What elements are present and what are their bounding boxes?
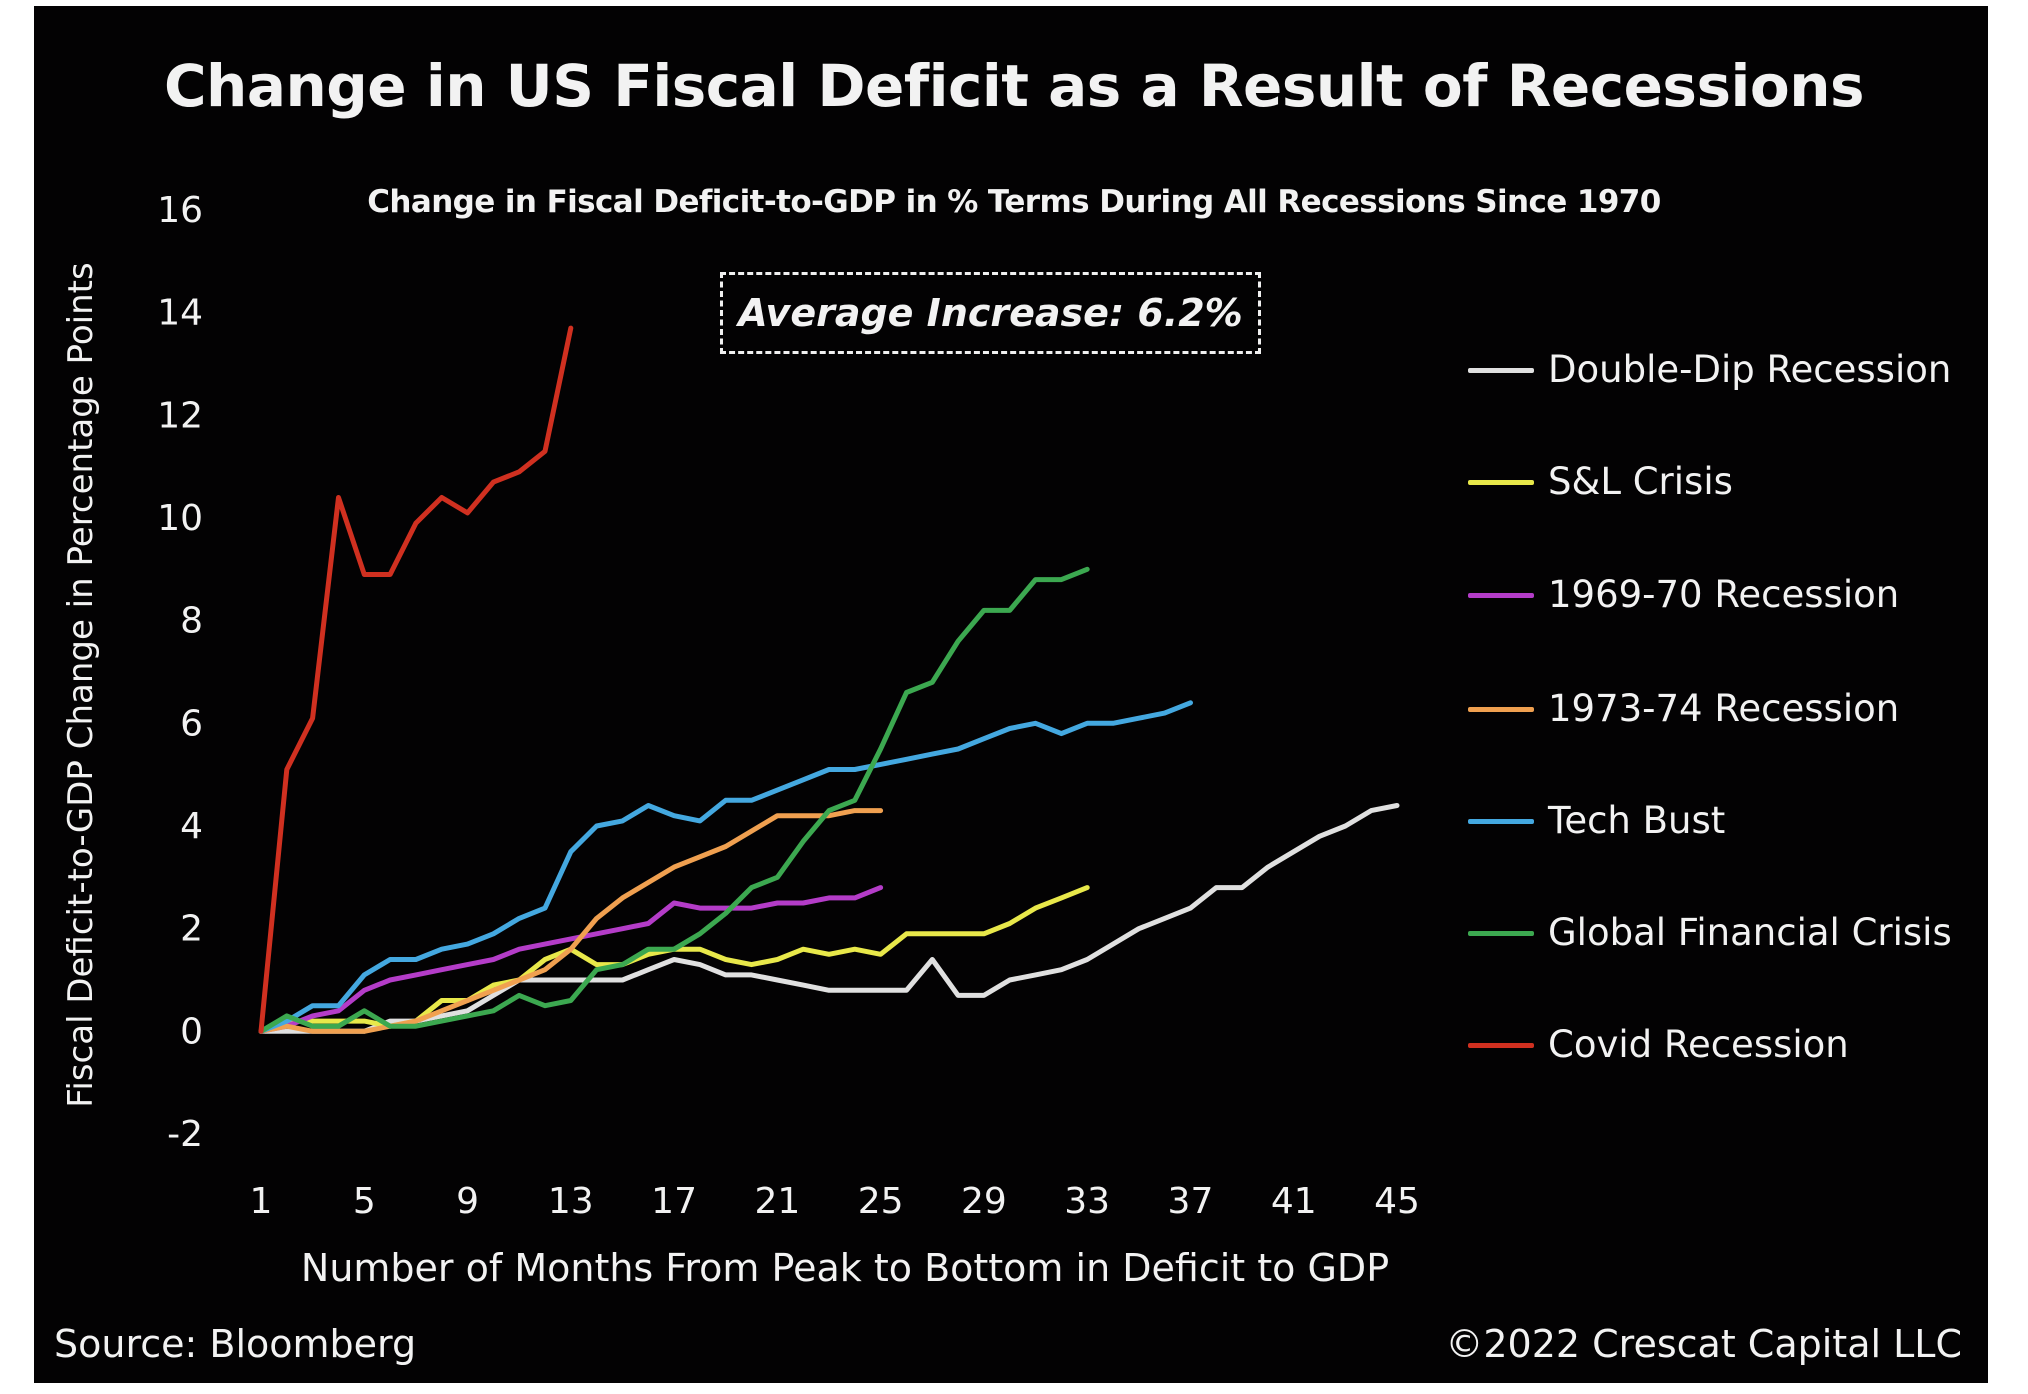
series-line-1969-70-recession [258, 885, 884, 1034]
y-axis-label: Fiscal Deficit-to-GDP Change in Percenta… [61, 262, 101, 1108]
x-tick-label: 25 [858, 1181, 904, 1222]
legend-label: Tech Bust [1548, 799, 1726, 842]
legend-label: Covid Recession [1548, 1023, 1849, 1066]
legend-swatch [1468, 707, 1534, 712]
legend-swatch [1468, 1043, 1534, 1048]
x-axis-label: Number of Months From Peak to Bottom in … [300, 1246, 1390, 1290]
series-line-global-financial-crisis [258, 566, 1090, 1034]
y-tick-label: 2 [180, 909, 203, 950]
chart-title: Change in US Fiscal Deficit as a Result … [163, 52, 1865, 120]
y-tick-label: 4 [180, 806, 203, 847]
series-line-covid-recession [258, 325, 574, 1034]
series-lines [258, 325, 1400, 1034]
x-tick-label: 9 [456, 1181, 479, 1222]
legend-swatch [1468, 593, 1534, 598]
x-tick-label: 33 [1064, 1181, 1110, 1222]
legend-label: 1969-70 Recession [1548, 573, 1900, 616]
legend-label: Double-Dip Recession [1548, 348, 1952, 391]
legend-swatch [1468, 368, 1534, 373]
legend-swatch [1468, 480, 1534, 485]
legend-label: Global Financial Crisis [1548, 911, 1952, 954]
source-note: Source: Bloomberg [54, 1322, 417, 1366]
y-tick-label: 8 [180, 601, 203, 642]
series-line-tech-bust [258, 700, 1193, 1034]
x-tick-label: 13 [548, 1181, 594, 1222]
x-tick-label: 45 [1374, 1181, 1420, 1222]
x-tick-label: 37 [1168, 1181, 1214, 1222]
x-tick-label: 41 [1271, 1181, 1317, 1222]
series-line-double-dip-recession [258, 803, 1400, 1034]
legend-label: S&L Crisis [1548, 460, 1733, 503]
average-increase-label: Average Increase: 6.2% [738, 291, 1243, 335]
average-increase-box: Average Increase: 6.2% [720, 272, 1261, 354]
y-tick-label: 0 [180, 1011, 203, 1052]
y-tick-label: 14 [157, 293, 203, 334]
chart-subtitle: Change in Fiscal Deficit-to-GDP in % Ter… [367, 184, 1661, 220]
y-tick-label: 16 [157, 190, 203, 231]
y-tick-label: 10 [157, 498, 203, 539]
y-tick-label: 6 [180, 703, 203, 744]
legend-label: 1973-74 Recession [1548, 687, 1900, 730]
y-tick-label: 12 [157, 395, 203, 436]
x-tick-label: 17 [651, 1181, 697, 1222]
x-tick-label: 1 [250, 1181, 273, 1222]
series-line-1973-74-recession [258, 808, 884, 1034]
copyright-note: ©2022 Crescat Capital LLC [1445, 1322, 1962, 1366]
y-tick-label: -2 [167, 1114, 203, 1155]
x-tick-label: 29 [961, 1181, 1007, 1222]
x-axis-ticks: 1 5 9 13 17 21 25 29 33 37 41 45 [250, 1181, 1420, 1222]
legend-swatch [1468, 819, 1534, 824]
x-tick-label: 5 [353, 1181, 376, 1222]
x-tick-label: 21 [754, 1181, 800, 1222]
chart-background [34, 6, 1988, 1383]
legend-swatch [1468, 931, 1534, 936]
y-axis-ticks: 16 14 12 10 8 6 4 2 0 -2 [157, 190, 203, 1155]
